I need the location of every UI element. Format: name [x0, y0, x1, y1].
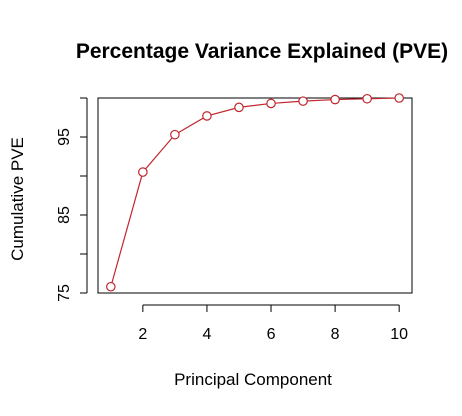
- y-tick-label: 75: [56, 284, 73, 302]
- data-point: [394, 93, 404, 103]
- x-tick-label: 6: [267, 326, 276, 343]
- data-point: [362, 93, 372, 104]
- y-tick-label: 95: [56, 128, 73, 146]
- data-point: [234, 102, 244, 113]
- data-point: [170, 129, 180, 140]
- data-point: [202, 111, 212, 121]
- data-point: [330, 94, 340, 105]
- data-point: [138, 167, 148, 177]
- data-point: [106, 281, 116, 292]
- chart-title: Percentage Variance Explained (PVE): [76, 40, 448, 63]
- x-tick-label: 8: [331, 326, 340, 343]
- y-axis-label: Cumulative PVE: [8, 137, 27, 261]
- x-tick-label: 10: [390, 326, 408, 343]
- series-line: [110, 97, 400, 287]
- y-tick-label: 85: [56, 206, 73, 224]
- y-axis: 75 85 95: [56, 97, 88, 302]
- series-layer: [106, 93, 404, 292]
- plot-frame: [97, 97, 413, 294]
- x-axis: 2 4 6 8 10: [138, 304, 408, 343]
- x-axis-label: Principal Component: [174, 370, 332, 389]
- x-tick-label: 2: [138, 326, 147, 343]
- data-point: [266, 98, 276, 109]
- data-point: [298, 96, 308, 106]
- x-tick-label: 4: [202, 326, 211, 343]
